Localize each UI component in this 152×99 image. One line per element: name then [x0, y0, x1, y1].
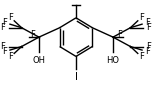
Text: I: I — [74, 72, 78, 82]
Text: F: F — [9, 13, 13, 22]
Text: F: F — [1, 23, 5, 32]
Text: HO: HO — [107, 56, 119, 65]
Text: F: F — [1, 42, 5, 51]
Text: F: F — [30, 30, 35, 39]
Text: F: F — [145, 47, 150, 56]
Text: F: F — [147, 42, 151, 51]
Text: F: F — [147, 23, 151, 32]
Text: OH: OH — [33, 56, 45, 65]
Text: F: F — [139, 52, 143, 61]
Text: F: F — [9, 52, 13, 61]
Text: F: F — [2, 47, 7, 56]
Text: F: F — [139, 13, 143, 22]
Text: F: F — [117, 30, 122, 39]
Text: F: F — [145, 18, 150, 27]
Text: F: F — [2, 18, 7, 27]
